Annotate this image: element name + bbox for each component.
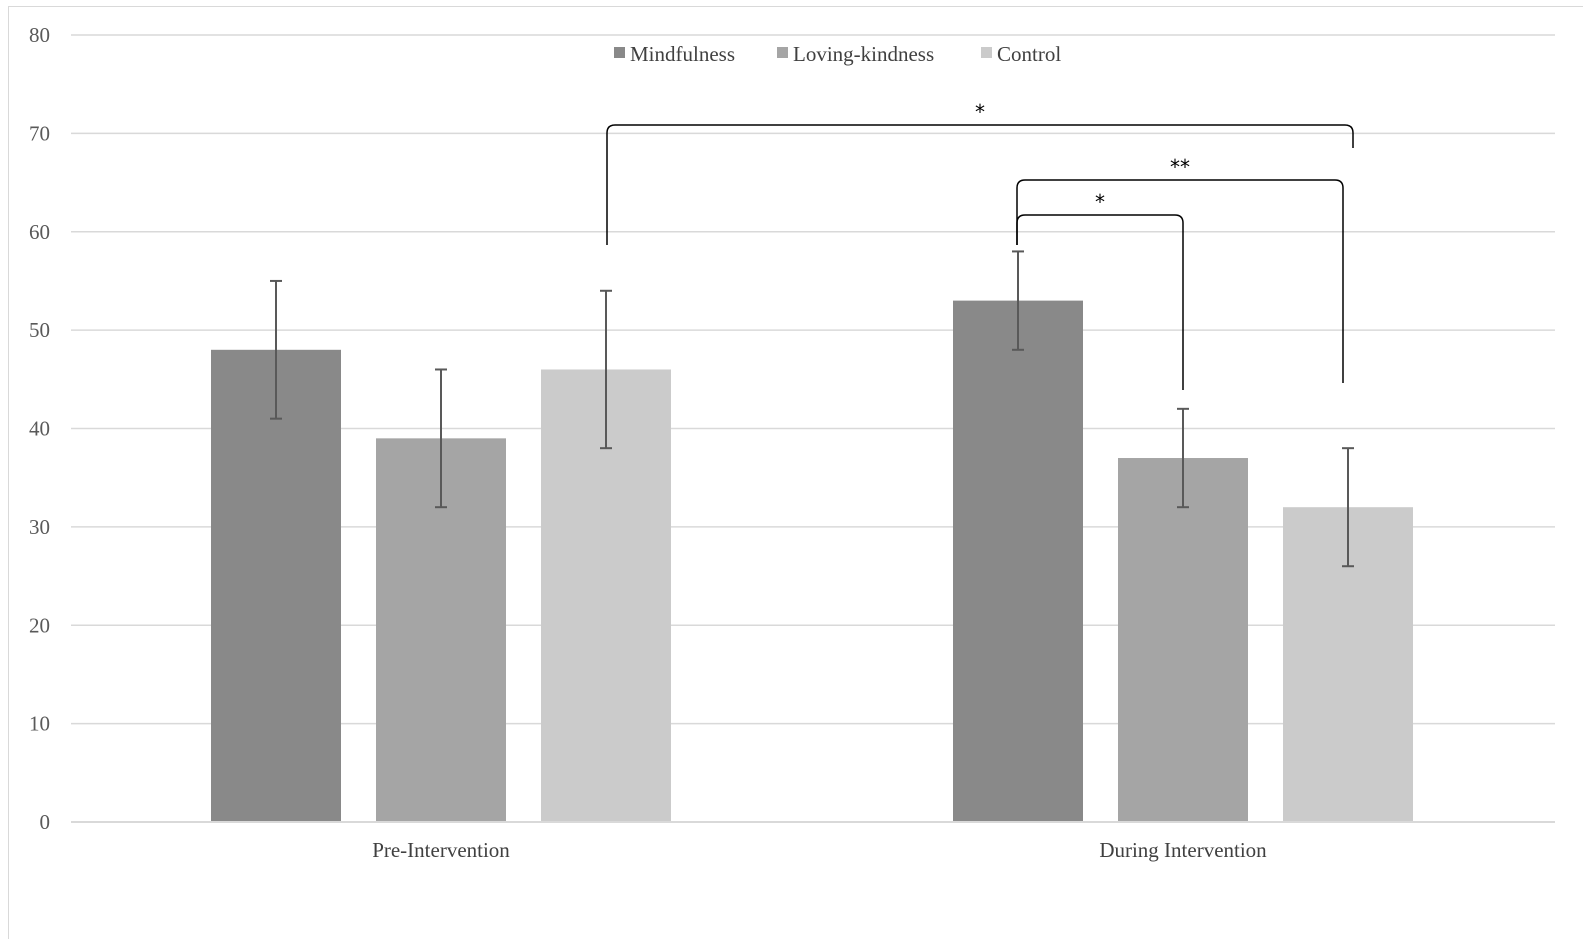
y-tick-label: 0 bbox=[40, 810, 51, 834]
error-bar bbox=[1012, 250, 1024, 351]
bar-mindfulness-1 bbox=[953, 300, 1083, 822]
y-axis-ticks: 0 10 20 30 40 50 60 70 80 bbox=[29, 23, 50, 834]
y-tick-label: 40 bbox=[29, 417, 50, 441]
y-tick-label: 10 bbox=[29, 712, 50, 736]
legend-item: Loving-kindness bbox=[777, 42, 934, 66]
y-tick-label: 80 bbox=[29, 23, 50, 47]
error-bar bbox=[435, 368, 447, 509]
legend-label: Control bbox=[997, 42, 1061, 66]
error-bar bbox=[1177, 407, 1189, 509]
legend-swatch bbox=[981, 47, 992, 58]
error-bar bbox=[600, 289, 612, 450]
bars bbox=[211, 300, 1413, 822]
legend-swatch bbox=[614, 47, 625, 58]
x-category-label: During Intervention bbox=[1099, 838, 1267, 862]
error-bar bbox=[1342, 447, 1354, 568]
significance-brackets: **** bbox=[606, 100, 1354, 390]
chart-frame bbox=[8, 6, 1583, 939]
y-tick-label: 60 bbox=[29, 220, 50, 244]
gridlines bbox=[71, 34, 1555, 725]
bar-loving-kindness-1 bbox=[1118, 458, 1248, 822]
error-bar bbox=[270, 279, 282, 420]
significance-bracket: * bbox=[606, 100, 1354, 245]
legend-label: Loving-kindness bbox=[793, 42, 934, 66]
error-bars bbox=[270, 250, 1354, 568]
x-category-label: Pre-Intervention bbox=[372, 838, 510, 862]
y-tick-label: 50 bbox=[29, 318, 50, 342]
significance-label: * bbox=[975, 100, 985, 124]
category-labels: Pre-Intervention During Intervention bbox=[372, 838, 1267, 862]
legend-item: Mindfulness bbox=[614, 42, 735, 66]
significance-label: ** bbox=[1170, 155, 1190, 179]
bar-mindfulness-0 bbox=[211, 349, 341, 822]
y-tick-label: 30 bbox=[29, 515, 50, 539]
y-tick-label: 70 bbox=[29, 121, 50, 145]
legend: Mindfulness Loving-kindness Control bbox=[614, 42, 1061, 66]
significance-bracket: ** bbox=[1016, 155, 1344, 383]
significance-bracket: * bbox=[1016, 190, 1184, 390]
y-tick-label: 20 bbox=[29, 613, 50, 637]
significance-label: * bbox=[1095, 190, 1105, 214]
legend-label: Mindfulness bbox=[630, 42, 735, 66]
legend-swatch bbox=[777, 47, 788, 58]
legend-item: Control bbox=[981, 42, 1061, 66]
